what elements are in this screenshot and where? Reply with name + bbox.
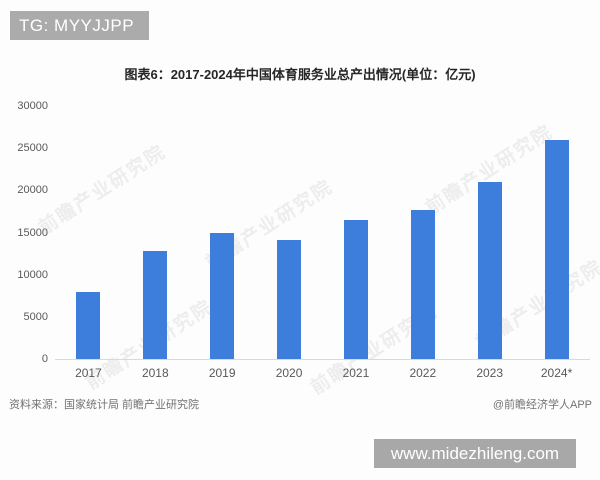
bar-2020 <box>277 240 302 359</box>
source-note: 资料来源：国家统计局 前瞻产业研究院 <box>9 399 200 411</box>
bar-2017 <box>76 291 101 359</box>
y-tick-label: 15000 <box>17 226 48 239</box>
y-tick-label: 25000 <box>17 142 48 155</box>
bar-2019 <box>210 233 235 359</box>
x-tick-label: 2023 <box>476 366 504 380</box>
y-tick-label: 5000 <box>23 310 48 323</box>
bar-column-2022 <box>389 106 456 359</box>
x-tick-label: 2021 <box>342 366 370 380</box>
bar-column-2021 <box>323 106 390 359</box>
x-tick-label: 2020 <box>275 366 303 380</box>
y-tick-label: 10000 <box>17 268 48 281</box>
x-axis-labels: 2017 2018 2019 2020 2021 2022 2023 2024* <box>55 366 590 380</box>
x-tick-label: 2024* <box>540 366 573 380</box>
bar-2023 <box>477 181 502 359</box>
website-watermark-bar: www.midezhileng.com <box>374 439 576 468</box>
plot-area <box>55 106 590 360</box>
chart-title: 图表6：2017-2024年中国体育服务业总产出情况(单位：亿元) <box>124 67 476 82</box>
bar-2024* <box>544 139 569 359</box>
y-axis-labels: 0 5000 10000 15000 20000 25000 30000 <box>8 100 48 365</box>
x-tick-label: 2022 <box>409 366 437 380</box>
x-tick-label: 2017 <box>75 366 102 380</box>
bar-2018 <box>143 251 168 359</box>
bar-column-2019 <box>189 106 256 359</box>
bar-column-2018 <box>122 106 189 359</box>
y-tick-label: 30000 <box>17 100 48 112</box>
bar-column-2023 <box>456 106 523 359</box>
credit-note: @前瞻经济学人APP <box>492 399 592 411</box>
bar-column-2017 <box>55 106 122 359</box>
x-tick-label: 2018 <box>141 366 169 380</box>
x-tick-label: 2019 <box>208 366 236 380</box>
y-tick-label: 20000 <box>17 184 48 197</box>
tg-contact-badge: TG: MYYJJPP <box>10 11 149 40</box>
bar-column-2020 <box>256 106 323 359</box>
y-tick-label: 0 <box>41 353 48 365</box>
bar-2021 <box>343 219 368 359</box>
bar-2022 <box>410 209 435 359</box>
bar-column-2024* <box>523 106 590 359</box>
